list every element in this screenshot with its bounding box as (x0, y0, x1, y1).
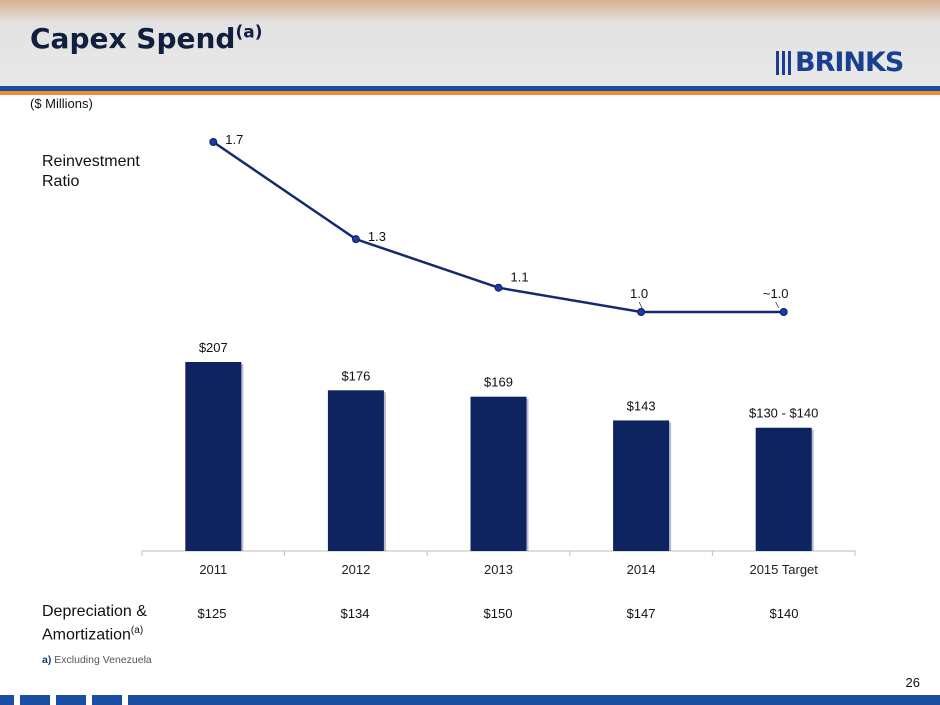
page-number: 26 (905, 675, 920, 690)
capex-bar (470, 396, 527, 551)
depreciation-value: $134 (340, 606, 370, 621)
ratio-value-label: 1.3 (368, 229, 386, 244)
footnote: a) Excluding Venezuela (42, 654, 152, 666)
capex-bar (755, 427, 812, 551)
bar-value-label: $143 (627, 398, 656, 413)
capex-bar (185, 362, 242, 551)
title-superscript: (a) (235, 22, 263, 43)
capex-bar (613, 420, 670, 551)
ratio-point (351, 235, 360, 244)
depreciation-label: Depreciation & Amortization(a) (42, 603, 147, 644)
footer-stripe (0, 695, 940, 705)
header-orange-stripe (0, 91, 940, 95)
bar-value-label: $130 - $140 (749, 406, 818, 421)
depreciation-superscript: (a) (130, 625, 144, 636)
ratio-point (209, 138, 218, 146)
depreciation-value: $125 (197, 606, 227, 621)
ratio-point (494, 283, 503, 292)
header-blue-stripe (0, 86, 940, 91)
ratio-point (779, 308, 788, 316)
depreciation-value: $140 (769, 606, 799, 621)
depreciation-value: $147 (626, 606, 656, 621)
ratio-point (637, 308, 646, 316)
ratio-value-label: 1.1 (511, 270, 529, 285)
bar-value-label: $176 (341, 368, 370, 383)
ratio-value-label: ~1.0 (763, 286, 789, 301)
footnote-text: Excluding Venezuela (54, 654, 152, 666)
bar-value-label: $169 (484, 375, 513, 390)
footnote-marker: a) (42, 654, 52, 666)
ratio-value-label: 1.0 (630, 286, 648, 301)
brinks-logo: BRINKS (776, 47, 904, 78)
ratio-label-leader (775, 301, 780, 309)
depreciation-value: $150 (483, 606, 513, 621)
logo-bars-icon (776, 51, 791, 75)
reinvestment-ratio-label: Reinvestment Ratio (42, 153, 140, 190)
units-label: ($ Millions) (30, 96, 93, 111)
logo-wordmark: BRINKS (795, 47, 904, 78)
x-tick-label: 2011 (199, 562, 227, 577)
page-title: Capex Spend(a) (30, 22, 263, 55)
x-tick-label: 2015 Target (749, 562, 818, 577)
bar-value-label: $207 (199, 340, 228, 355)
ratio-label-leader (638, 301, 643, 309)
ratio-value-label: 1.7 (225, 132, 243, 147)
x-tick-label: 2012 (341, 562, 370, 577)
capex-bar (327, 390, 384, 551)
x-tick-label: 2014 (627, 562, 656, 577)
x-tick-label: 2013 (484, 562, 513, 577)
